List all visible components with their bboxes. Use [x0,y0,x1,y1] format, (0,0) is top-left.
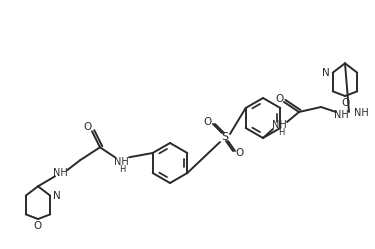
Text: S: S [221,132,228,142]
Text: NH: NH [334,110,348,120]
Text: NH: NH [53,168,68,178]
Text: O: O [275,94,283,104]
Text: N: N [53,191,61,201]
Text: H: H [278,127,284,136]
Text: H: H [119,165,125,174]
Text: NH: NH [114,157,128,167]
Text: O: O [204,117,212,127]
Text: NH: NH [354,108,368,118]
Text: O: O [34,221,42,231]
Text: O: O [341,98,349,108]
Text: O: O [84,122,92,132]
Text: NH: NH [272,120,286,130]
Text: N: N [322,68,330,78]
Text: O: O [236,148,244,158]
